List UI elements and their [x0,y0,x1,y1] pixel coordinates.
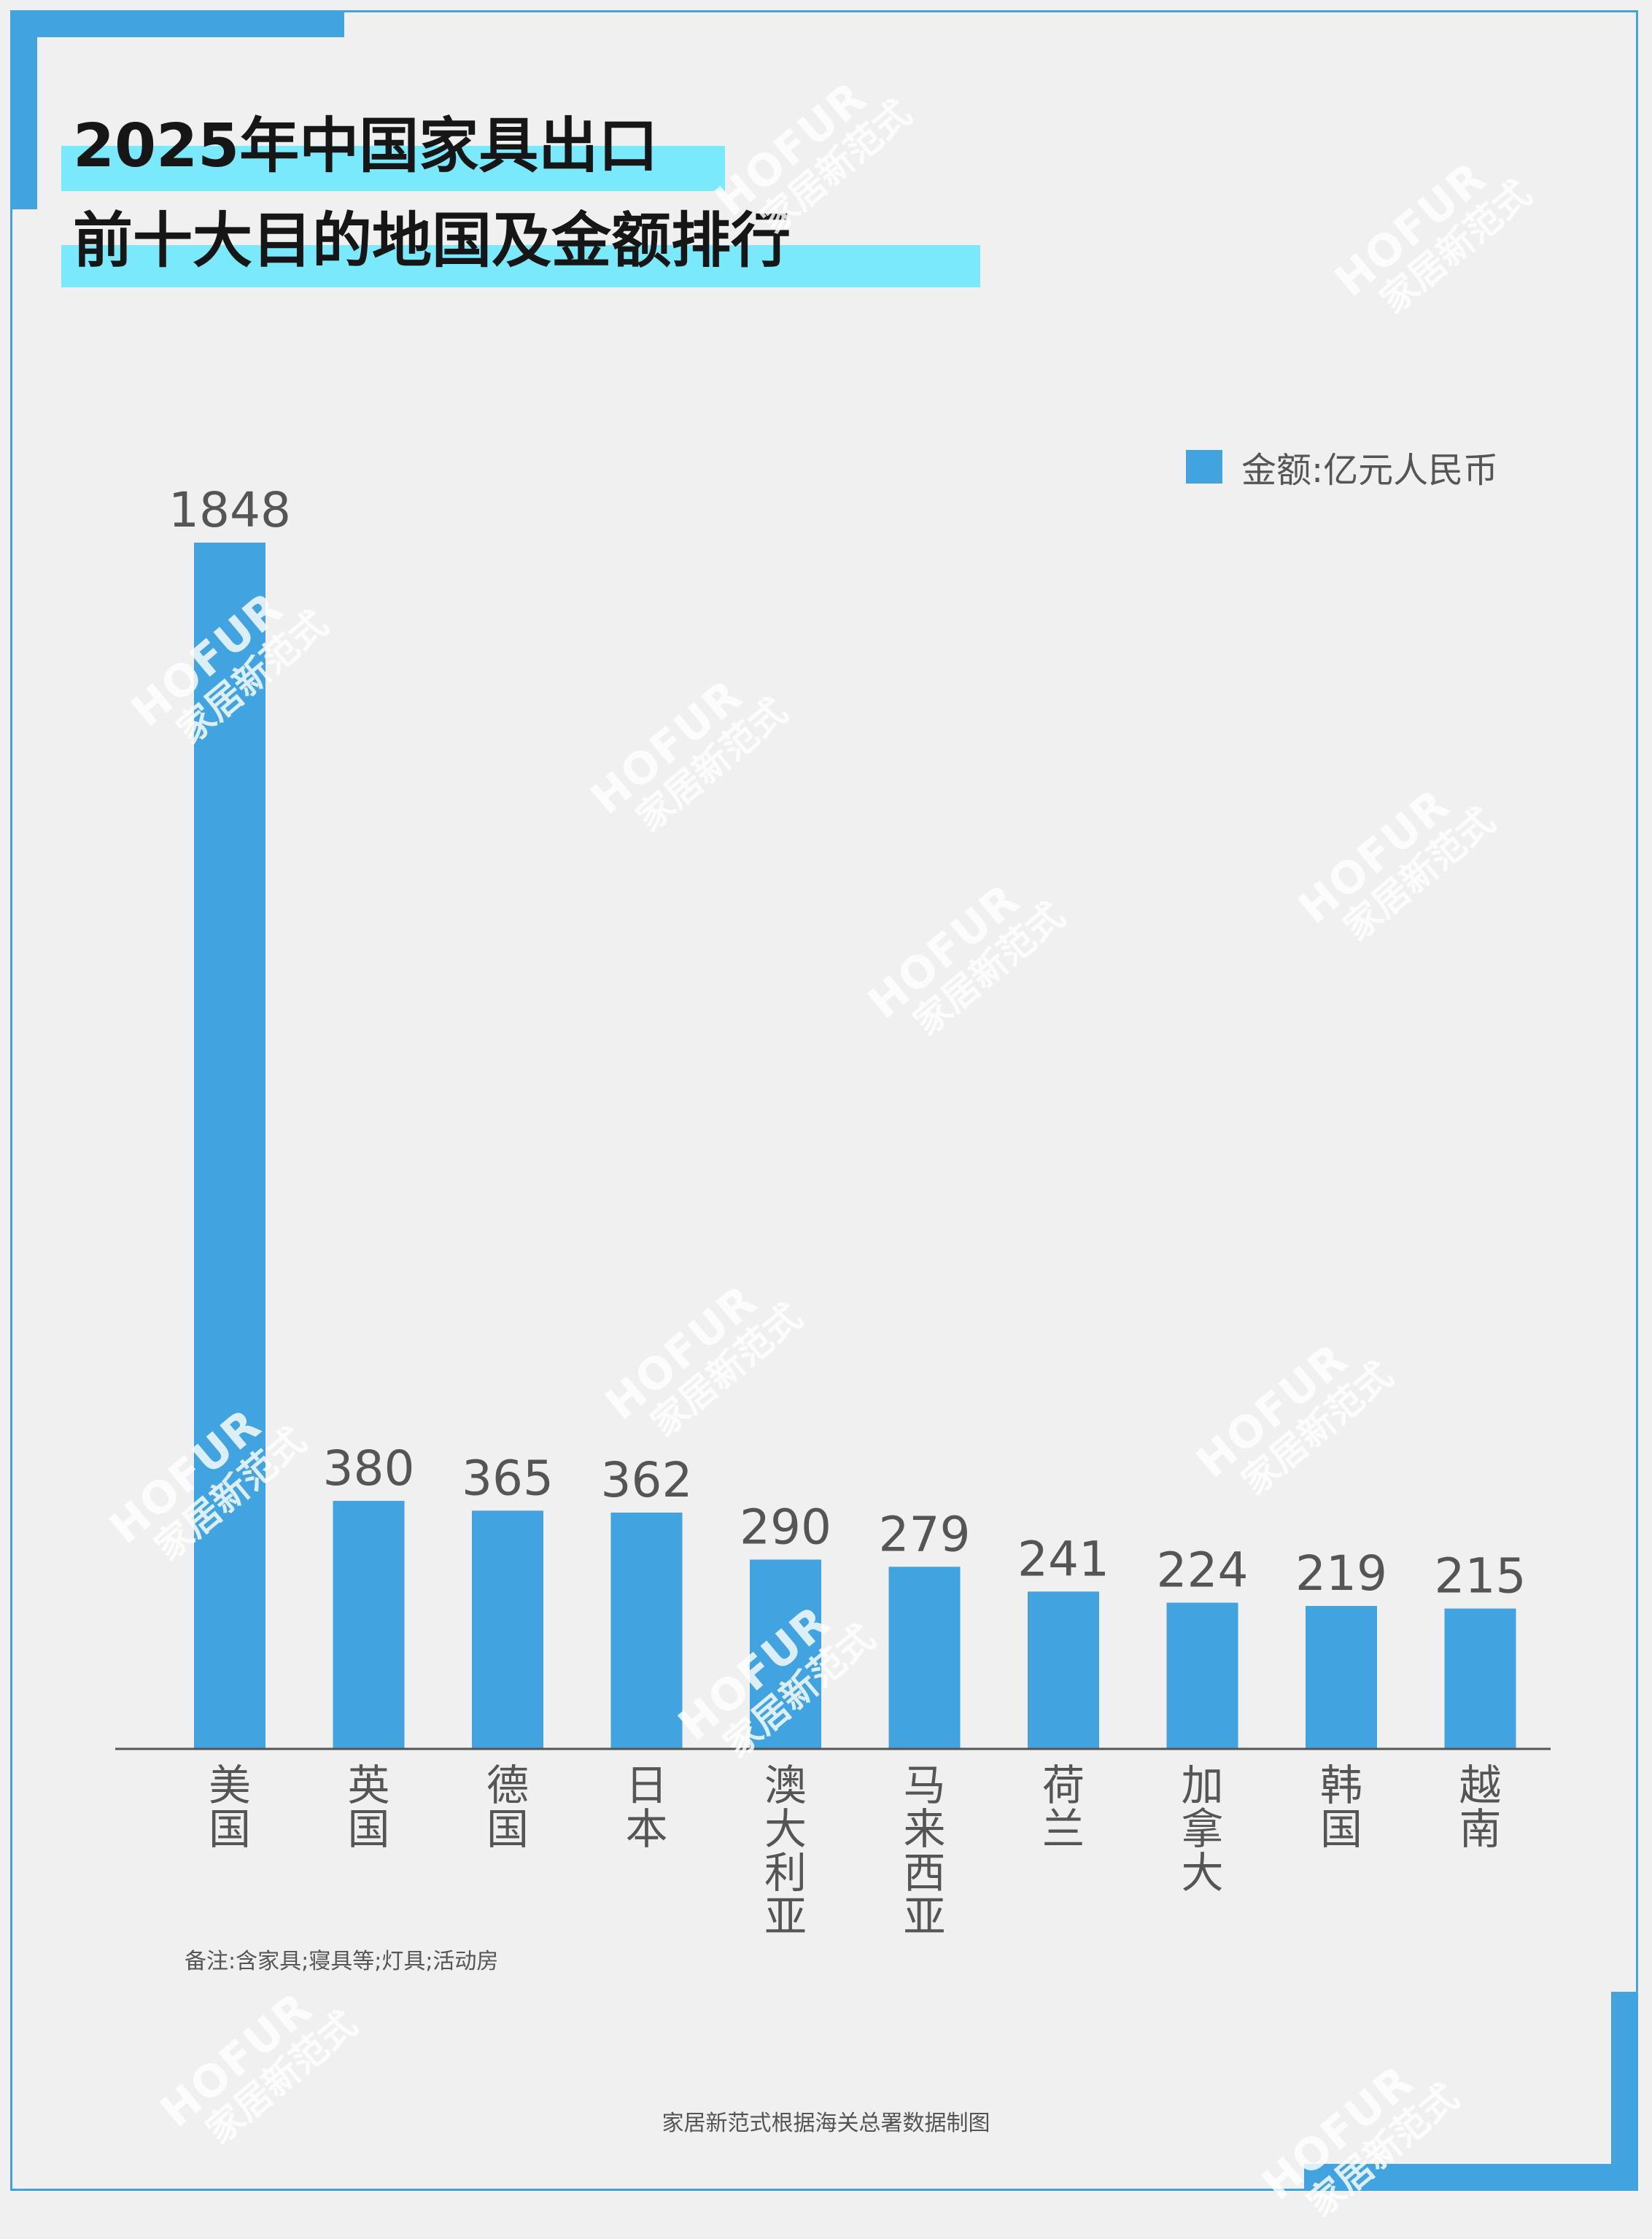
data-label: 219 [1295,1545,1387,1602]
title-highlight [61,245,980,287]
chart-title-line1: 2025年中国家具出口 [73,112,659,181]
bar [1166,1602,1238,1749]
data-label: 279 [879,1506,971,1562]
chart-frame [10,10,1638,2191]
data-label: 365 [462,1450,554,1506]
legend: 金额:亿元人民币 [1186,445,1498,491]
data-label: 380 [323,1440,415,1497]
x-tick-label: 澳大利亚 [764,1761,807,1941]
frame-corner-accent [1304,2164,1636,2189]
bar [472,1510,543,1749]
data-label: 290 [740,1499,831,1555]
footnote: 备注:含家具;寝具等;灯具;活动房 [185,1949,499,1974]
legend-swatch [1186,450,1222,484]
bar [610,1513,683,1749]
frame-corner-accent [1611,1992,1636,2189]
x-tick-label: 越南 [1459,1761,1501,1854]
frame-corner-accent [12,12,37,209]
data-label: 215 [1435,1548,1527,1604]
chart-title-line2: 前十大目的地国及金额排行 [73,206,791,276]
x-tick-label: 荷兰 [1042,1761,1085,1854]
data-label: 224 [1157,1543,1249,1599]
data-label: 241 [1017,1531,1109,1587]
legend-label: 金额:亿元人民币 [1241,450,1499,491]
x-tick-label: 日本 [625,1761,667,1854]
data-label: 1848 [168,482,291,538]
bar [750,1559,821,1749]
bar [333,1500,405,1749]
source-credit: 家居新范式根据海关总署数据制图 [662,2111,990,2136]
x-tick-label: 英国 [347,1761,389,1854]
x-tick-label: 马来西亚 [903,1761,945,1941]
title-highlight [61,146,725,191]
bar [1306,1605,1377,1749]
x-tick-label: 韩国 [1320,1761,1362,1854]
frame-corner-accent [12,12,344,37]
data-label: 362 [601,1452,693,1508]
bar [1444,1608,1516,1749]
x-tick-label: 加拿大 [1181,1761,1223,1898]
bar [888,1567,961,1749]
bar [194,543,265,1749]
bar [1028,1591,1099,1749]
x-tick-label: 美国 [209,1761,251,1854]
x-tick-label: 德国 [486,1761,529,1854]
